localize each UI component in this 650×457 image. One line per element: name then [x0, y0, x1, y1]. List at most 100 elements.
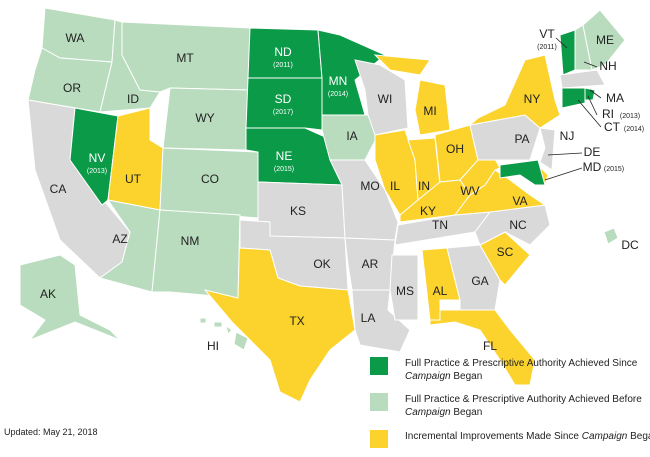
state-shape — [373, 54, 431, 76]
state-sd — [245, 77, 323, 131]
state-label: AZ — [112, 232, 127, 246]
state-label: ID — [127, 92, 139, 106]
state-label: HI — [207, 339, 219, 353]
state-shape — [69, 107, 119, 206]
legend-text-part: Campaign — [405, 407, 451, 418]
state-shape — [233, 331, 249, 351]
legend-swatch — [370, 357, 388, 375]
legend-text-part: Began — [450, 371, 483, 382]
state-shape — [499, 159, 546, 186]
state-year: (2015) — [604, 166, 624, 173]
legend-text: Full Practice & Prescriptive Authority A… — [405, 357, 650, 383]
state-shape — [559, 69, 606, 89]
state-label: IA — [346, 129, 357, 143]
state-la — [351, 289, 411, 353]
state-nj — [539, 127, 556, 171]
state-label: DE — [584, 145, 601, 159]
state-shape — [559, 29, 576, 76]
state-year: (2014) — [328, 91, 348, 98]
state-mo — [329, 159, 399, 241]
state-label: WI — [378, 92, 393, 106]
state-label: MS — [396, 284, 414, 298]
state-year: (2011) — [537, 44, 557, 51]
state-shape — [151, 209, 241, 299]
state-label: RI — [602, 107, 614, 121]
state-label: DC — [621, 238, 639, 252]
state-me — [582, 9, 626, 71]
state-label: FL — [483, 339, 497, 353]
state-label: OK — [313, 257, 330, 271]
state-fl — [429, 309, 536, 386]
state-label: KS — [290, 204, 306, 218]
state-ak — [19, 254, 121, 342]
legend-text-part: Full Practice & Prescriptive Authority A… — [405, 394, 642, 405]
legend-text-part: Began — [450, 407, 483, 418]
legend-text: Incremental Improvements Made Since Camp… — [405, 430, 650, 443]
state-label: NJ — [560, 129, 575, 143]
state-ri — [584, 87, 596, 101]
updated-date: Updated: May 21, 2018 — [4, 427, 98, 437]
leader-line — [587, 95, 598, 116]
state-label: PA — [514, 132, 529, 146]
state-label: TN — [432, 218, 448, 232]
state-ms — [389, 254, 419, 321]
legend-swatch — [370, 430, 388, 448]
leader-line — [555, 37, 568, 49]
state-shape — [19, 254, 121, 342]
state-label: NC — [509, 218, 527, 232]
state-label: VT — [539, 27, 555, 41]
leader-line — [544, 167, 583, 181]
legend-swatch — [370, 393, 388, 411]
state-label: AR — [362, 257, 379, 271]
leader-line — [583, 61, 598, 68]
state-shape — [354, 59, 409, 136]
state-md — [499, 159, 546, 186]
state-hi — [199, 317, 249, 351]
state-shape — [203, 219, 356, 403]
state-mn — [317, 29, 386, 116]
state-label: TX — [289, 314, 304, 328]
state-label: NV — [89, 151, 106, 165]
legend-text-part: Full Practice & Prescriptive Authority A… — [405, 358, 638, 369]
state-label: OR — [63, 81, 81, 95]
state-label: AL — [433, 284, 448, 298]
state-year: (2015) — [274, 166, 294, 173]
state-label: SD — [275, 92, 292, 106]
state-shape — [199, 317, 207, 324]
state-label: WY — [195, 111, 214, 125]
state-shape — [414, 79, 451, 136]
legend-text-part: Campaign — [405, 371, 451, 382]
state-label: IN — [418, 179, 430, 193]
state-label: MA — [606, 91, 624, 105]
legend-text-part: Began — [630, 431, 650, 442]
state-year: (2011) — [273, 62, 293, 69]
state-label: KY — [420, 204, 436, 218]
state-label: NY — [524, 92, 541, 106]
state-nv — [69, 107, 119, 206]
state-ny — [468, 54, 561, 129]
state-year: (2017) — [273, 109, 293, 116]
state-vt — [559, 29, 576, 76]
leader-line — [547, 152, 583, 156]
state-shape — [603, 227, 619, 245]
state-label: WV — [460, 184, 479, 198]
state-label: CT — [604, 120, 621, 134]
state-label: LA — [361, 311, 376, 325]
state-ma — [559, 69, 606, 89]
legend-text-part: Incremental Improvements Made Since — [405, 431, 582, 442]
state-shape — [351, 289, 411, 353]
state-label: ME — [596, 33, 614, 47]
leader-line — [589, 89, 602, 99]
state-shape — [225, 324, 233, 335]
state-ct — [561, 87, 586, 109]
state-label: GA — [471, 274, 488, 288]
state-year: (2014) — [624, 126, 644, 133]
state-shape — [329, 159, 399, 241]
state-label: SC — [497, 245, 514, 259]
state-dc — [603, 227, 619, 245]
state-tx — [203, 219, 356, 403]
legend-text-part: Campaign — [581, 431, 628, 442]
state-shape — [245, 77, 323, 131]
